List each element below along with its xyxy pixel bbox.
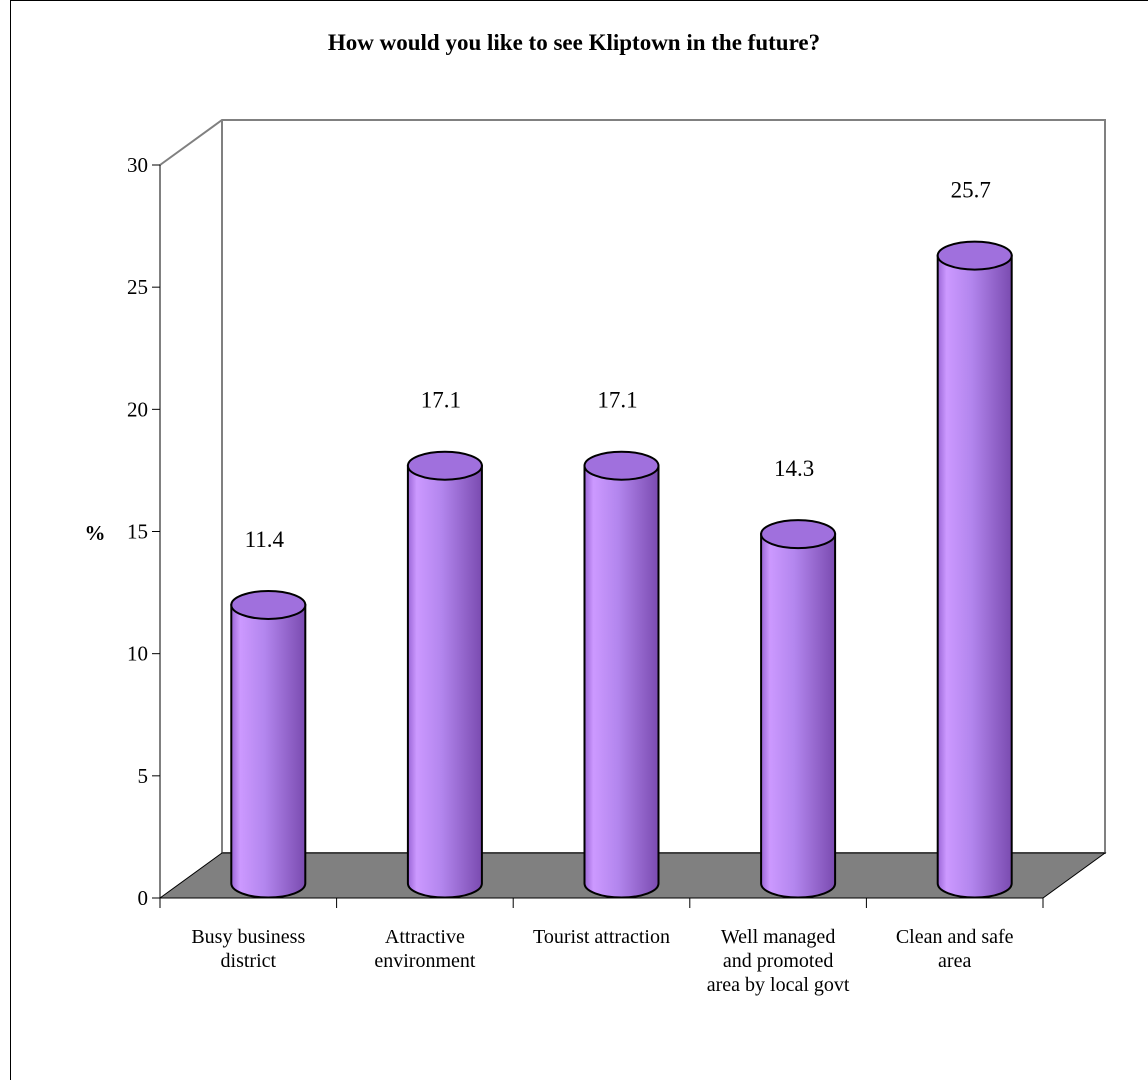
bar-cylinder: [230, 589, 307, 899]
bar-cylinder: [583, 450, 660, 899]
y-tick-label: 0: [138, 886, 149, 910]
data-label: 25.7: [951, 178, 991, 203]
bars: [230, 240, 1013, 899]
y-tick-label: 5: [138, 764, 149, 788]
y-axis-label: %: [85, 521, 106, 545]
x-category-label: Attractive environment: [374, 926, 476, 972]
x-category-label: Tourist attraction: [533, 926, 670, 948]
bar-body: [936, 254, 1013, 899]
bar-body: [230, 603, 307, 899]
bar-top: [230, 589, 307, 620]
data-label: 14.3: [774, 456, 814, 481]
bar-top: [583, 450, 660, 481]
data-label: 17.1: [597, 388, 637, 413]
bar-top: [406, 450, 483, 481]
x-category-label: Busy business district: [191, 926, 305, 972]
chart-title: How would you like to see Kliptown in th…: [328, 30, 820, 55]
back-wall: [159, 119, 1106, 854]
bar-body: [583, 464, 660, 899]
x-axis: Busy business district Attractive environme…: [159, 897, 1044, 996]
bar-top: [936, 240, 1013, 271]
y-tick-label: 20: [127, 397, 148, 421]
y-tick-label: 30: [127, 153, 148, 177]
data-label: 11.4: [245, 527, 285, 552]
bar-body: [760, 533, 837, 899]
x-category-label: Well managed and promoted area by local go…: [707, 926, 850, 996]
y-tick-label: 15: [127, 520, 148, 544]
bar-cylinder: [760, 519, 837, 899]
data-label: 17.1: [421, 388, 461, 413]
bar-cylinder: [406, 450, 483, 899]
y-tick-label: 10: [127, 642, 148, 666]
bar-cylinder: [936, 240, 1013, 899]
bar-body: [406, 464, 483, 899]
y-tick-label: 25: [127, 275, 148, 299]
value-labels: 11.4 17.1 17.1 14.3 25.7: [245, 178, 991, 552]
chart-frame: [10, 0, 1148, 1080]
x-category-label: Clean and safe area: [896, 926, 1014, 972]
bar-top: [760, 519, 837, 550]
plot-walls: [159, 119, 1106, 854]
y-axis: 0 5 10 15 20 25 30: [127, 153, 161, 910]
